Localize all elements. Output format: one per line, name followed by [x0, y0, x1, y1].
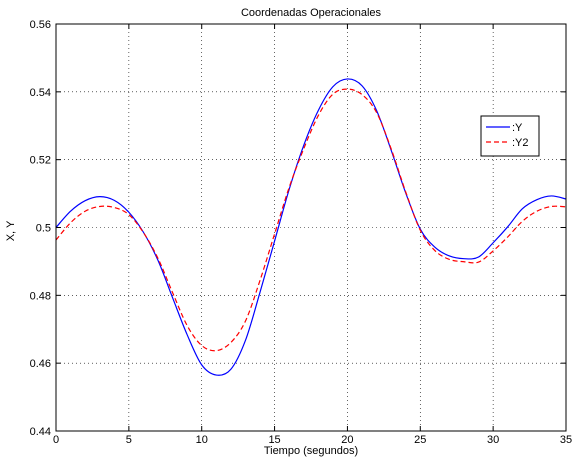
x-tick-label: 10 — [196, 434, 208, 446]
x-tick-label: 15 — [268, 434, 280, 446]
y-tick-label: 0.46 — [30, 358, 51, 370]
x-tick-label: 25 — [414, 434, 426, 446]
legend-label-2: :Y2 — [512, 137, 529, 149]
axis-ticks: 0 5 10 15 20 25 30 35 0.44 0.46 0.48 0.5 0.52 0.54 0.5… — [30, 19, 573, 446]
y-tick-label: 0.44 — [30, 426, 51, 438]
x-tick-label: 0 — [53, 434, 59, 446]
plot-area — [55, 78, 567, 376]
y-tick-label: 0.54 — [30, 87, 51, 99]
y-tick-label: 0.52 — [30, 155, 51, 167]
x-tick-label: 5 — [126, 434, 132, 446]
x-tick-label: 35 — [560, 434, 572, 446]
x-tick-label: 30 — [487, 434, 499, 446]
y-tick-label: 0.5 — [36, 223, 51, 235]
y-tick-label: 0.56 — [30, 19, 51, 31]
legend-box — [480, 115, 540, 157]
y-axis-label: X, Y — [5, 220, 17, 241]
series-line-2 — [55, 88, 567, 352]
y-tick-label: 0.48 — [30, 290, 51, 302]
x-axis-label: Tiempo (segundos) — [264, 445, 358, 457]
chart-title: Coordenadas Operacionales — [241, 7, 382, 19]
legend: :Y :Y2 — [480, 115, 540, 157]
grid — [55, 23, 567, 432]
x-tick-label: 20 — [341, 434, 353, 446]
legend-label-1: :Y — [512, 122, 523, 134]
